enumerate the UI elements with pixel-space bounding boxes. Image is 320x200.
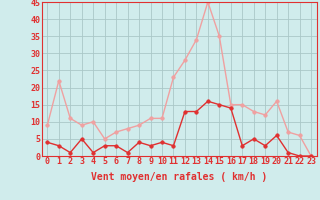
X-axis label: Vent moyen/en rafales ( km/h ): Vent moyen/en rafales ( km/h ): [91, 172, 267, 182]
